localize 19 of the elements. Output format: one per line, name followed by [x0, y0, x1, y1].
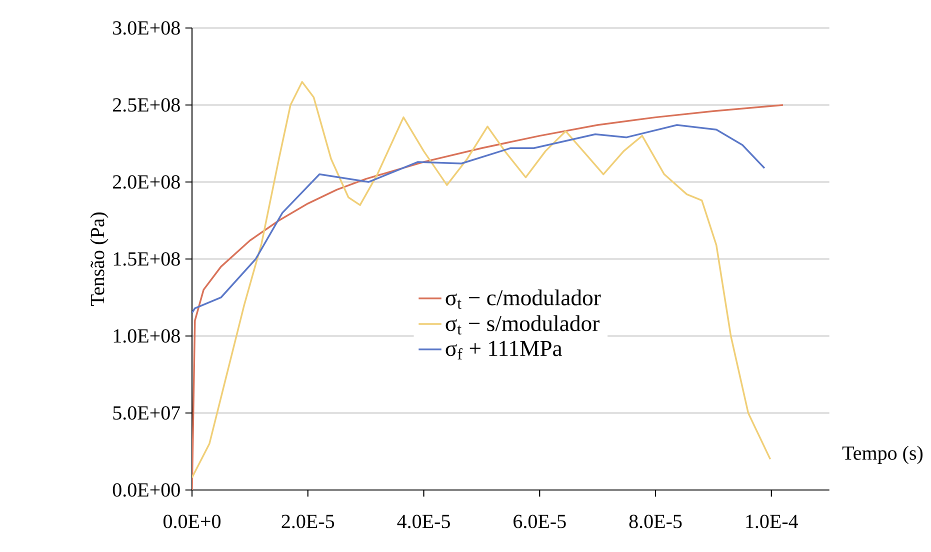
- x-tick-label: 8.0E-5: [629, 514, 682, 528]
- x-tick-label: 1.0E-4: [746, 514, 798, 528]
- line-series: [192, 124, 766, 314]
- y-tick-label: 2.5E+08: [113, 98, 180, 112]
- x-tick-label: 4.0E-5: [397, 514, 450, 528]
- y-tick-label: 1.0E+08: [114, 329, 180, 343]
- x-axis-title: Tempo (s): [842, 446, 923, 464]
- x-tick-label: 2.0E-5: [282, 514, 334, 528]
- y-tick-label: 3.0E+08: [113, 21, 180, 35]
- legend-label: σ$_{f}$ + 111MPa: [446, 340, 562, 360]
- y-tick-label: 0.0E+00: [112, 483, 180, 497]
- x-tick-label: 6.0E-5: [514, 514, 566, 528]
- y-tick-label: 1.5E+08: [114, 252, 180, 266]
- legend-label: σ$_{t}$ − s/modulador: [446, 315, 600, 335]
- legend-label: σ$_{t}$ − c/modulador: [446, 289, 601, 309]
- x-tick-label: 0.0E+0: [164, 514, 220, 528]
- y-tick-label: 2.0E+08: [113, 175, 180, 189]
- y-axis-title: Tensão (Pa): [90, 212, 108, 306]
- y-tick-label: 5.0E+07: [113, 406, 180, 420]
